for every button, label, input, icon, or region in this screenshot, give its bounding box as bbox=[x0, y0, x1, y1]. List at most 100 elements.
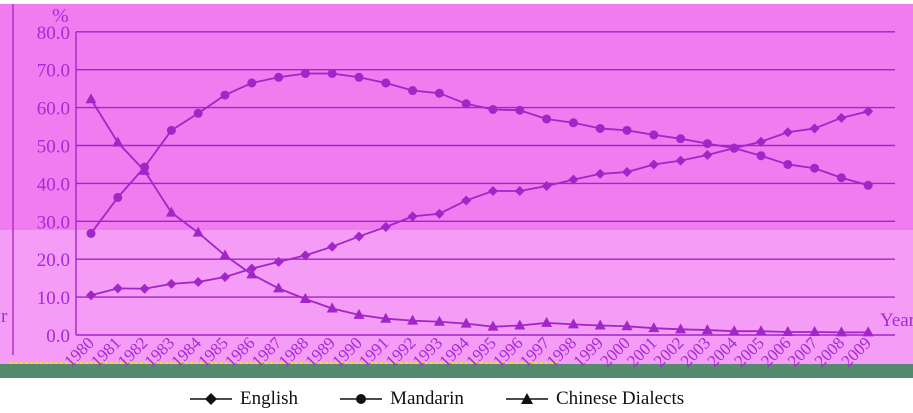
data-point bbox=[702, 149, 713, 160]
legend-label-mandarin: Mandarin bbox=[390, 388, 464, 409]
y-tick-label: 50.0 bbox=[37, 137, 70, 158]
data-point bbox=[514, 185, 525, 196]
data-point bbox=[862, 326, 874, 337]
data-point bbox=[407, 211, 418, 222]
data-point bbox=[112, 283, 123, 294]
data-point bbox=[300, 68, 310, 78]
data-point bbox=[863, 106, 874, 117]
data-point bbox=[594, 319, 606, 330]
data-point bbox=[783, 159, 793, 169]
data-point bbox=[354, 231, 364, 242]
plot-background-top bbox=[0, 4, 913, 230]
data-point bbox=[595, 168, 606, 179]
data-point bbox=[380, 221, 391, 232]
data-point bbox=[381, 78, 391, 88]
data-point bbox=[756, 151, 766, 161]
data-point bbox=[461, 195, 472, 206]
data-point bbox=[327, 241, 338, 252]
y-tick-label: 60.0 bbox=[37, 99, 70, 120]
data-point bbox=[408, 86, 418, 96]
data-point bbox=[407, 314, 419, 325]
data-point bbox=[86, 290, 96, 301]
data-point bbox=[488, 185, 498, 196]
data-point bbox=[112, 136, 124, 147]
triangle-marker-icon bbox=[505, 393, 548, 404]
y-axis-unit: % bbox=[52, 5, 69, 27]
data-point bbox=[515, 105, 525, 115]
diamond-marker-icon bbox=[190, 393, 232, 405]
data-point bbox=[434, 88, 444, 98]
y-tick-label: 80.0 bbox=[37, 23, 70, 44]
data-point bbox=[488, 104, 498, 114]
legend-label-english: English bbox=[240, 388, 299, 409]
data-point bbox=[810, 163, 820, 173]
data-point bbox=[622, 125, 632, 135]
data-point bbox=[273, 256, 284, 267]
y-tick-label: 70.0 bbox=[37, 61, 70, 82]
data-point bbox=[836, 173, 846, 183]
data-point bbox=[756, 136, 766, 147]
data-point bbox=[219, 249, 231, 260]
data-point bbox=[621, 320, 633, 331]
circle-marker-icon bbox=[340, 394, 383, 404]
data-point bbox=[702, 139, 712, 149]
data-point bbox=[809, 123, 820, 134]
data-point bbox=[299, 292, 311, 303]
data-point bbox=[274, 72, 284, 82]
data-point bbox=[567, 318, 579, 329]
data-point bbox=[595, 123, 605, 133]
data-point bbox=[354, 72, 364, 82]
legend-item-chinese-dialects: Chinese Dialects bbox=[505, 388, 685, 410]
data-point bbox=[649, 130, 659, 140]
data-point bbox=[514, 319, 526, 330]
data-point bbox=[85, 93, 97, 104]
data-point bbox=[676, 134, 686, 144]
data-point bbox=[541, 181, 552, 192]
data-point bbox=[193, 108, 203, 118]
data-point bbox=[434, 208, 445, 219]
y-tick-label: 10.0 bbox=[37, 288, 70, 309]
data-point bbox=[300, 250, 311, 261]
data-point bbox=[166, 125, 176, 135]
data-point bbox=[166, 278, 177, 289]
left-edge-glyph: r bbox=[1, 306, 8, 327]
data-point bbox=[461, 99, 471, 109]
data-point bbox=[273, 282, 285, 293]
data-point bbox=[782, 325, 794, 336]
data-point bbox=[809, 325, 821, 336]
data-point bbox=[139, 283, 150, 294]
data-point bbox=[139, 164, 151, 175]
data-point bbox=[701, 324, 713, 335]
data-point bbox=[728, 325, 740, 336]
data-point bbox=[568, 118, 578, 128]
data-point bbox=[755, 325, 767, 336]
y-tick-label: 40.0 bbox=[37, 174, 70, 195]
data-point bbox=[246, 268, 258, 279]
data-point bbox=[193, 276, 204, 287]
data-point bbox=[86, 228, 96, 238]
data-point bbox=[863, 180, 873, 190]
data-point bbox=[326, 302, 338, 313]
legend: English Mandarin Chinese Dialects bbox=[190, 386, 750, 412]
data-point bbox=[380, 312, 392, 323]
data-point bbox=[568, 174, 579, 185]
y-tick-label: 30.0 bbox=[37, 212, 70, 233]
legend-item-english: English bbox=[190, 388, 298, 410]
data-point bbox=[460, 317, 472, 328]
data-point bbox=[433, 315, 445, 326]
series-line-english bbox=[90, 110, 869, 297]
data-point bbox=[542, 114, 552, 124]
y-tick-label: 20.0 bbox=[37, 250, 70, 271]
y-tick-label: 0.0 bbox=[46, 326, 70, 347]
data-point bbox=[327, 68, 337, 78]
data-point bbox=[113, 192, 123, 202]
data-point bbox=[165, 206, 177, 217]
bottom-band bbox=[0, 364, 913, 378]
data-point bbox=[247, 78, 257, 88]
data-point bbox=[541, 316, 553, 327]
x-axis-unit: Year bbox=[880, 310, 913, 331]
data-point bbox=[675, 155, 686, 166]
data-point bbox=[192, 226, 204, 237]
legend-label-chinese-dialects: Chinese Dialects bbox=[555, 388, 685, 409]
